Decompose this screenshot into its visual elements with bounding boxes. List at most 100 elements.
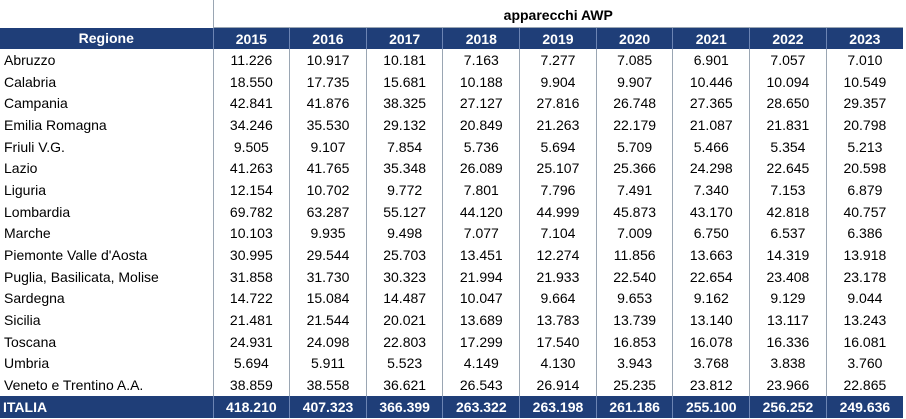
value-cell: 20.798 [825, 114, 903, 136]
value-cell: 21.831 [749, 114, 827, 136]
table-row: Toscana 24.931 24.098 22.803 17.299 17.540 16.… [0, 330, 903, 353]
value-cell: 17.299 [442, 330, 520, 353]
value-cell: 13.451 [442, 244, 520, 266]
total-value-cell: 256.252 [749, 396, 827, 418]
value-cell: 17.540 [519, 330, 597, 353]
value-cell: 27.365 [672, 92, 750, 115]
value-cell: 41.876 [289, 92, 367, 115]
value-cell: 28.650 [749, 92, 827, 115]
value-cell: 20.849 [442, 114, 520, 136]
value-cell: 35.348 [365, 157, 443, 180]
value-cell: 16.078 [672, 330, 750, 353]
table-row: Friuli V.G. 9.505 9.107 7.854 5.736 5.694 5.70… [0, 135, 903, 158]
value-cell: 16.081 [825, 330, 903, 353]
value-cell: 21.263 [519, 114, 597, 136]
region-cell: Sicilia [4, 312, 41, 329]
value-cell: 7.104 [519, 222, 597, 245]
region-cell: Calabria [4, 73, 57, 90]
value-cell: 25.703 [365, 244, 443, 266]
value-cell: 7.153 [749, 179, 827, 201]
value-cell: 21.994 [442, 265, 520, 288]
value-cell: 36.621 [365, 374, 443, 396]
table-row: Emilia Romagna 34.246 35.530 29.132 20.849 21… [0, 114, 903, 136]
value-cell: 7.796 [519, 179, 597, 201]
value-cell: 25.366 [595, 157, 673, 180]
value-cell: 7.277 [519, 49, 597, 71]
value-cell: 17.735 [289, 70, 367, 93]
value-cell: 63.287 [289, 200, 367, 223]
table-body: Abruzzo 11.226 10.917 10.181 7.163 7.277 7.085… [0, 49, 903, 396]
value-cell: 16.853 [595, 330, 673, 353]
total-value-cell: 366.399 [365, 396, 443, 418]
value-cell: 3.943 [595, 352, 673, 375]
value-cell: 38.325 [365, 92, 443, 115]
value-cell: 29.544 [289, 244, 367, 266]
value-cell: 7.163 [442, 49, 520, 71]
value-cell: 7.491 [595, 179, 673, 201]
total-value-cell: 407.323 [289, 396, 367, 418]
value-cell: 6.901 [672, 49, 750, 71]
value-cell: 6.386 [825, 222, 903, 245]
value-cell: 10.181 [365, 49, 443, 71]
value-cell: 5.694 [212, 352, 290, 375]
value-cell: 9.904 [519, 70, 597, 93]
value-cell: 21.544 [289, 309, 367, 331]
value-cell: 22.654 [672, 265, 750, 288]
region-cell: Puglia, Basilicata, Molise [4, 268, 159, 285]
value-cell: 10.094 [749, 70, 827, 93]
value-cell: 14.319 [749, 244, 827, 266]
region-cell: Campania [4, 95, 68, 112]
value-cell: 22.865 [825, 374, 903, 396]
value-cell: 13.663 [672, 244, 750, 266]
table-row: Veneto e Trentino A.A. 38.859 38.558 36.621… [0, 374, 903, 396]
value-cell: 38.558 [289, 374, 367, 396]
value-cell: 16.336 [749, 330, 827, 353]
value-cell: 14.487 [365, 287, 443, 310]
value-cell: 29.357 [825, 92, 903, 115]
value-cell: 6.879 [825, 179, 903, 201]
value-cell: 4.130 [519, 352, 597, 375]
value-cell: 5.466 [672, 135, 750, 158]
region-cell: Abruzzo [4, 51, 56, 68]
region-cell: Lazio [4, 160, 38, 177]
value-cell: 38.859 [212, 374, 290, 396]
value-cell: 9.129 [749, 287, 827, 310]
value-cell: 11.856 [595, 244, 673, 266]
value-cell: 42.841 [212, 92, 290, 115]
value-cell: 35.530 [289, 114, 367, 136]
value-cell: 13.739 [595, 309, 673, 331]
total-value-cell: 418.210 [212, 396, 290, 418]
table-row: Piemonte Valle d'Aosta 30.995 29.544 25.703… [0, 244, 903, 266]
super-header-blank [0, 0, 214, 28]
value-cell: 3.838 [749, 352, 827, 375]
value-cell: 26.089 [442, 157, 520, 180]
header-row: Regione 2015 2016 2017 2018 2019 2020 2021 2022… [0, 27, 903, 49]
value-cell: 23.966 [749, 374, 827, 396]
value-cell: 29.132 [365, 114, 443, 136]
value-cell: 9.162 [672, 287, 750, 310]
value-cell: 7.801 [442, 179, 520, 201]
value-cell: 30.323 [365, 265, 443, 288]
total-label: ITALIA [0, 396, 214, 418]
value-cell: 23.408 [749, 265, 827, 288]
region-cell: Emilia Romagna [4, 116, 107, 133]
value-cell: 22.645 [749, 157, 827, 180]
value-cell: 13.243 [825, 309, 903, 331]
region-cell: Veneto e Trentino A.A. [4, 377, 144, 394]
value-cell: 5.911 [289, 352, 367, 375]
table-row: Calabria 18.550 17.735 15.681 10.188 9.904 9.9… [0, 70, 903, 93]
value-cell: 13.918 [825, 244, 903, 266]
value-cell: 25.235 [595, 374, 673, 396]
value-cell: 10.549 [825, 70, 903, 93]
value-cell: 10.702 [289, 179, 367, 201]
value-cell: 9.935 [289, 222, 367, 245]
value-cell: 12.154 [212, 179, 290, 201]
table-row: Campania 42.841 41.876 38.325 27.127 27.816 26… [0, 92, 903, 115]
value-cell: 7.009 [595, 222, 673, 245]
value-cell: 26.748 [595, 92, 673, 115]
value-cell: 22.803 [365, 330, 443, 353]
table-row: Sardegna 14.722 15.084 14.487 10.047 9.664 9.6… [0, 287, 903, 310]
value-cell: 31.730 [289, 265, 367, 288]
value-cell: 34.246 [212, 114, 290, 136]
